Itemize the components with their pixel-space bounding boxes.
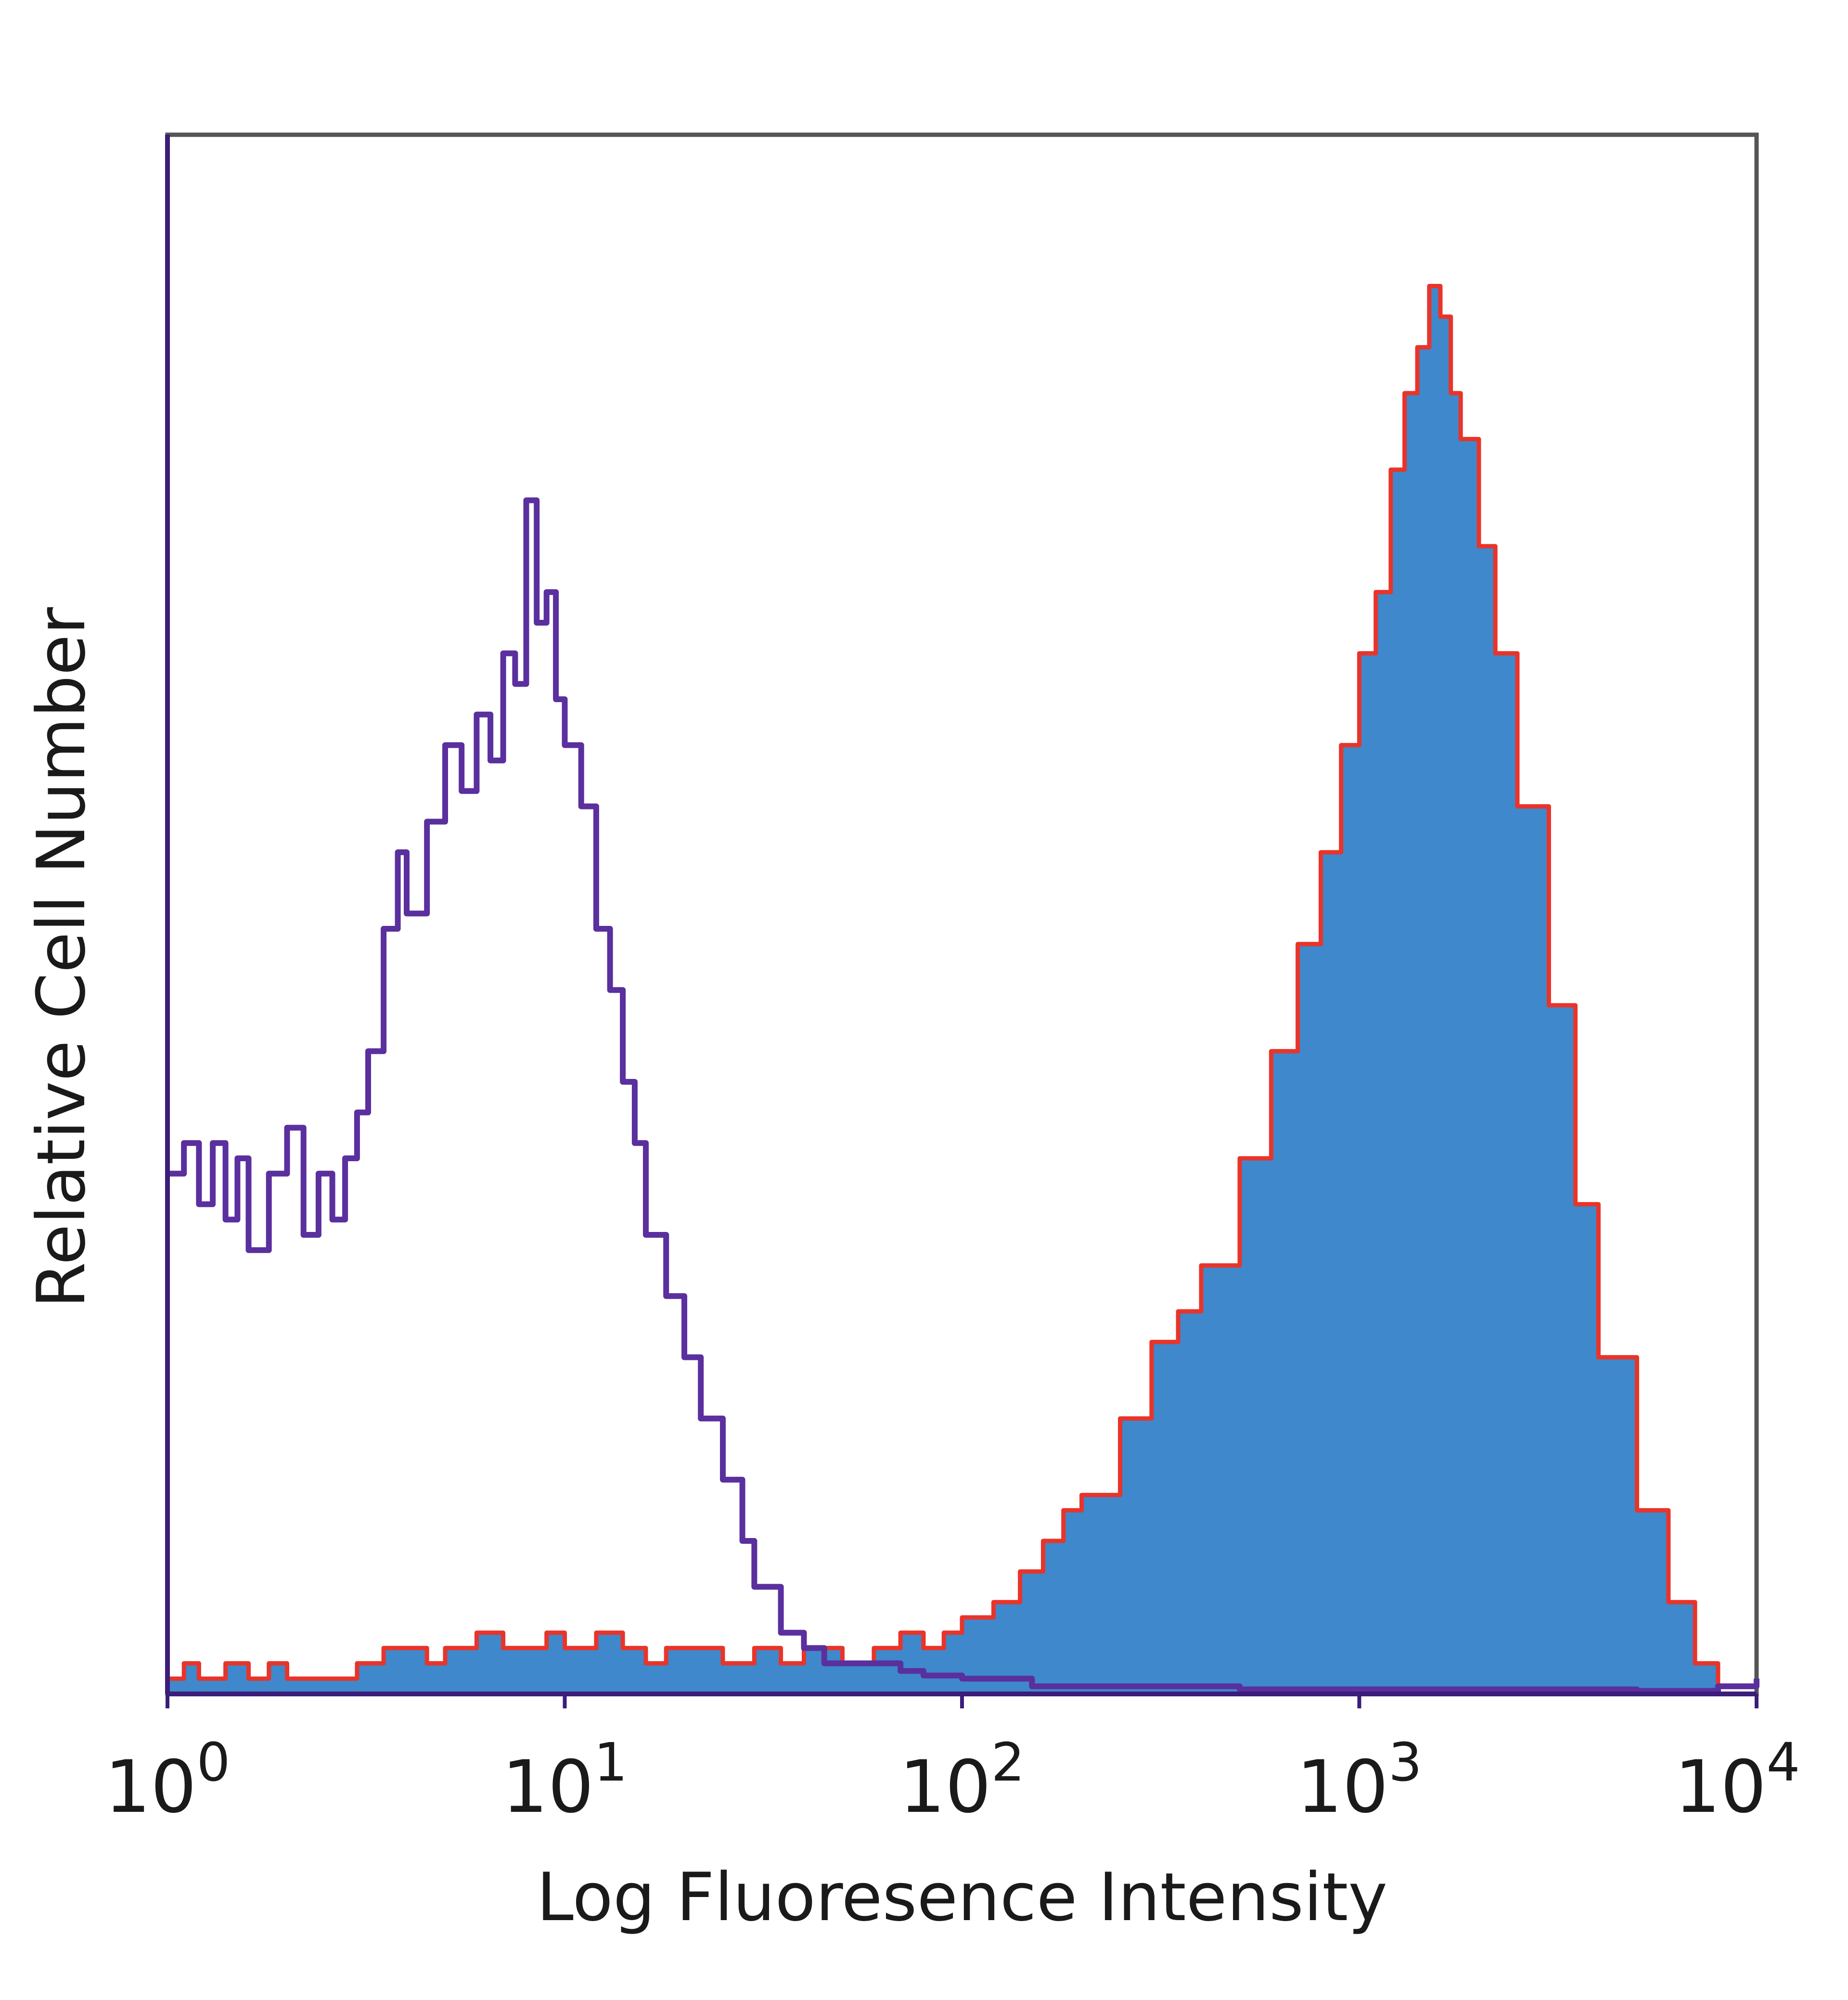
x-tick-label: 103 xyxy=(1296,1731,1422,1829)
series-1-line xyxy=(167,497,1759,1694)
x-tick-label: 101 xyxy=(502,1731,628,1829)
y-axis-label: Relative Cell Number xyxy=(23,607,100,1308)
series-layer xyxy=(167,283,1759,1694)
series-0-line xyxy=(167,283,1720,1687)
x-axis-label: Log Fluoresence Intensity xyxy=(537,1859,1387,1936)
x-tick-labels: 100 101 102 103 104 xyxy=(105,1694,1800,1829)
x-tick-label: 104 xyxy=(1675,1731,1800,1829)
x-tick-label: 100 xyxy=(105,1731,231,1829)
x-tick-label: 102 xyxy=(899,1731,1025,1829)
series-0-fill xyxy=(167,286,1718,1694)
